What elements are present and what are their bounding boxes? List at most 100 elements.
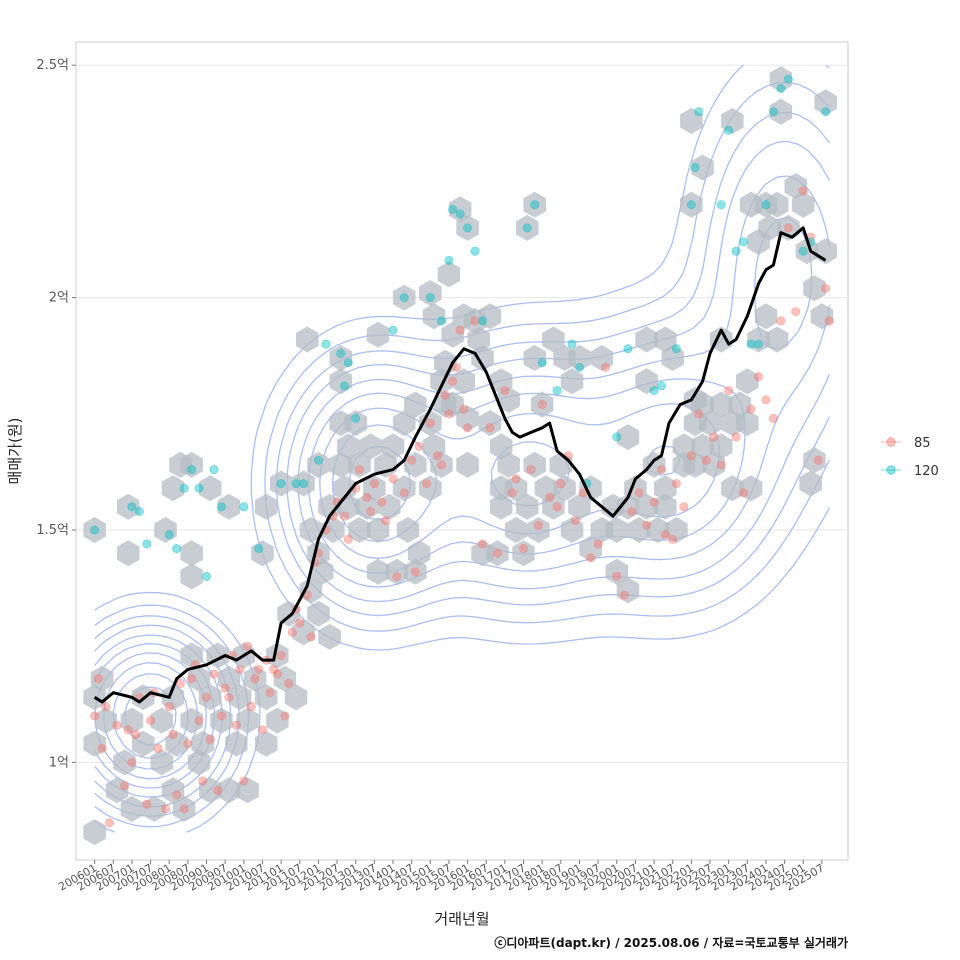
hexbin-layer — [83, 66, 837, 846]
scatter-point-120 — [783, 74, 793, 84]
scatter-point-120 — [537, 358, 547, 368]
hexbin-cell — [307, 600, 330, 627]
hexbin-cell — [560, 517, 584, 543]
scatter-point-85 — [172, 790, 182, 800]
scatter-point-120 — [753, 339, 763, 349]
hexbin-cell — [616, 424, 640, 451]
scatter-point-120 — [209, 465, 219, 475]
scatter-point-120 — [90, 525, 100, 535]
hexbin-cell — [236, 707, 259, 734]
scatter-point-85 — [556, 479, 566, 489]
hexbin-cell — [404, 391, 427, 418]
hexbin-cell — [635, 368, 658, 395]
hexbin-cell — [765, 326, 789, 353]
legend-key-point — [886, 465, 896, 475]
hexbin-cell — [504, 475, 528, 502]
scatter-point-85 — [220, 683, 230, 693]
scatter-point-120 — [761, 200, 771, 210]
scatter-point-85 — [198, 776, 208, 786]
scatter-point-85 — [552, 502, 562, 512]
scatter-point-85 — [202, 692, 212, 702]
hexbin-cell — [254, 493, 278, 520]
scatter-point-85 — [433, 451, 443, 461]
hexbin-cell — [654, 326, 677, 353]
hexbin-cell — [199, 684, 222, 711]
scatter-point-85 — [444, 409, 454, 419]
scatter-point-85 — [526, 465, 536, 475]
scatter-point-85 — [649, 497, 659, 507]
hexbin-cell — [307, 451, 330, 478]
hexbin-cell — [527, 517, 550, 543]
scatter-point-85 — [194, 716, 204, 726]
scatter-point-120 — [530, 200, 540, 210]
scatter-point-85 — [463, 423, 473, 433]
scatter-point-85 — [791, 307, 801, 317]
scatter-point-85 — [701, 455, 711, 465]
scatter-point-85 — [179, 804, 189, 814]
scatter-point-85 — [414, 441, 424, 451]
scatter-point-120 — [768, 107, 778, 117]
hexbin-cell — [363, 475, 386, 502]
scatter-point-85 — [739, 488, 749, 498]
hexbin-cell — [359, 433, 382, 460]
scatter-point-120 — [455, 209, 465, 219]
hexbin-cell — [187, 665, 211, 692]
hexbin-cell — [758, 214, 781, 241]
hexbin-cell — [292, 470, 315, 497]
scatter-point-120 — [567, 339, 577, 349]
hexbin-cell — [243, 665, 267, 692]
scatter-points — [90, 74, 834, 828]
hexbin-cell — [448, 196, 472, 223]
hexbin-cell — [366, 558, 390, 585]
scatter-point-85 — [381, 516, 391, 526]
scatter-point-85 — [511, 474, 521, 484]
hexbin-cell — [310, 558, 334, 585]
y-tick-label: 1.5억 — [36, 523, 69, 538]
scatter-point-85 — [709, 432, 719, 442]
scatter-point-85 — [821, 283, 831, 293]
hexbin-cell — [698, 410, 722, 437]
y-axis: 1억 1.5억 2억 2.5억 — [36, 58, 76, 770]
scatter-point-120 — [399, 293, 409, 303]
hexbin-cell — [691, 154, 714, 181]
hexbin-cell — [392, 284, 416, 311]
scatter-point-85 — [276, 650, 286, 660]
hexbin-cell — [217, 777, 241, 804]
hexbin-cell — [210, 707, 233, 734]
hexbin-cell — [392, 475, 416, 502]
scatter-point-85 — [634, 488, 644, 498]
scatter-point-120 — [522, 223, 532, 233]
scatter-point-120 — [470, 246, 480, 256]
hexbin-cell — [691, 433, 714, 460]
hexbin-cell — [792, 191, 815, 218]
scatter-point-85 — [250, 674, 260, 684]
scatter-point-85 — [392, 571, 402, 581]
hexbin-cell — [765, 191, 789, 218]
hexbin-cell — [266, 707, 289, 734]
hexbin-cell — [512, 540, 535, 567]
scatter-point-120 — [202, 571, 212, 581]
scatter-point-120 — [351, 413, 361, 423]
scatter-point-85 — [216, 711, 226, 721]
hexbin-cell — [228, 684, 252, 711]
scatter-point-85 — [533, 520, 543, 530]
scatter-point-85 — [601, 362, 611, 372]
scatter-point-120 — [254, 544, 264, 554]
hexbin-cell — [654, 475, 677, 502]
scatter-point-120 — [321, 339, 331, 349]
scatter-point-85 — [545, 492, 555, 502]
scatter-point-85 — [164, 702, 174, 712]
hexbin-cell — [422, 433, 446, 460]
x-axis: 2006012006072007012007072008012008072009… — [56, 860, 826, 894]
hexbin-cell — [523, 191, 546, 218]
hexbin-cell — [161, 777, 185, 804]
hexbin-cell — [187, 749, 211, 776]
hexbin-cell — [769, 66, 793, 93]
scatter-point-120 — [239, 502, 249, 512]
scatter-point-85 — [295, 618, 305, 628]
scatter-point-85 — [90, 711, 100, 721]
hexbin-cell — [560, 368, 584, 395]
hexbin-cell — [568, 345, 591, 371]
scatter-point-85 — [440, 390, 450, 400]
